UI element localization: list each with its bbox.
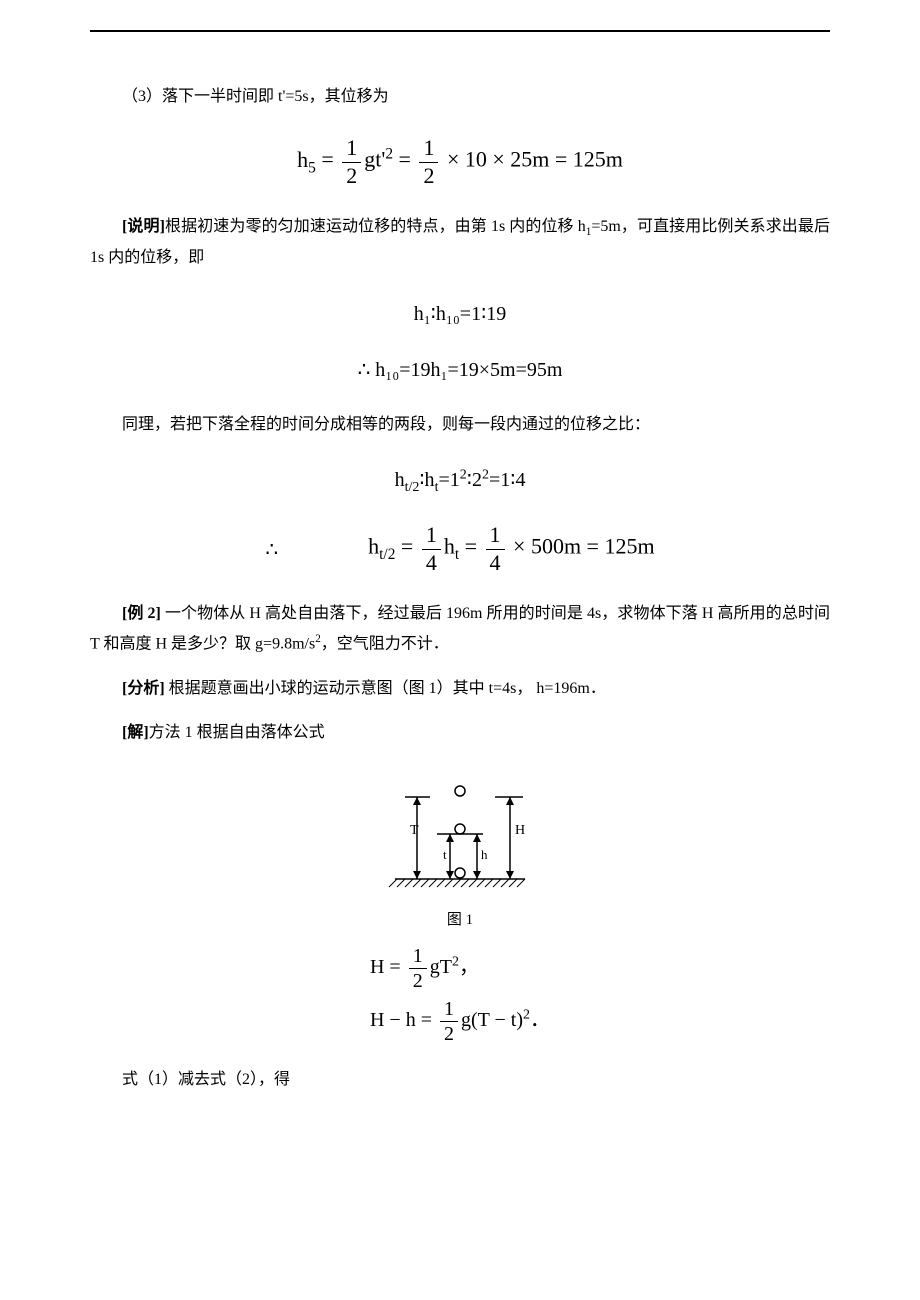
formula-H-h: H − h = 12g(T − t)2．	[370, 998, 550, 1045]
fraction: 12	[419, 136, 438, 187]
fig-label-H: H	[515, 823, 525, 838]
fraction: 12	[409, 945, 427, 992]
page: （3）落下一半时间即 t'=5s，其位移为 h5 = 12gt'2 = 12 ×…	[0, 0, 920, 1169]
fraction: 12	[440, 998, 458, 1045]
para-similarly: 同理，若把下落全程的时间分成相等的两段，则每一段内通过的位移之比：	[90, 410, 830, 440]
para-solve: [解]方法 1 根据自由落体公式	[90, 718, 830, 748]
formula-H: H = 12gT2，	[370, 945, 550, 992]
label-solve: [解]	[122, 724, 149, 741]
therefore-symbol: ∴	[265, 537, 278, 562]
para-subtract: 式（1）减去式（2），得	[90, 1065, 830, 1095]
label-explain: [说明]	[122, 218, 165, 235]
fig-label-h: h	[481, 847, 488, 862]
para-step3: （3）落下一半时间即 t'=5s，其位移为	[90, 82, 830, 112]
formula-h10: ∴ h₁₀=19h₁=19×5m=95m	[90, 354, 830, 386]
figure-1: T t h H	[375, 779, 545, 899]
formula-ratio2: ht/2∶ht=12∶22=1∶4	[90, 464, 830, 499]
eq-lhs: h5	[297, 147, 316, 172]
figure-1-caption: 图 1	[90, 908, 830, 929]
para-analyze: [分析] 根据题意画出小球的运动示意图（图 1）其中 t=4s， h=196m．	[90, 674, 830, 704]
para-example2: [例 2] 一个物体从 H 高处自由落下，经过最后 196m 所用的时间是 4s…	[90, 599, 830, 660]
formula-block: H = 12gT2， H − h = 12g(T − t)2．	[90, 939, 830, 1051]
label-example: [例 2]	[122, 605, 161, 622]
fig-label-t: t	[443, 847, 447, 862]
para-explain: [说明]根据初速为零的匀加速运动位移的特点，由第 1s 内的位移 h1=5m，可…	[90, 212, 830, 274]
formula-ht2: ∴ ht/2 = 14ht = 14 × 500m = 125m	[90, 523, 830, 574]
fraction: 14	[422, 523, 441, 574]
figure-1-wrap: T t h H 图 1	[90, 779, 830, 929]
top-rule	[90, 30, 830, 32]
fig-label-T: T	[410, 823, 419, 838]
formula-h5: h5 = 12gt'2 = 12 × 10 × 25m = 125m	[90, 136, 830, 187]
fraction: 12	[342, 136, 361, 187]
fraction: 14	[486, 523, 505, 574]
formula-ratio1: h₁∶h₁₀=1∶19	[90, 298, 830, 330]
label-analyze: [分析]	[122, 680, 165, 697]
